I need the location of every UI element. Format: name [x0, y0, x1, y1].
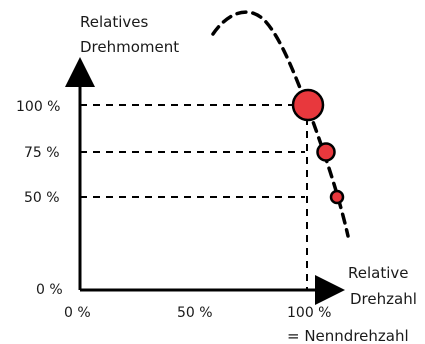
- y-tick-75: 75 %: [24, 145, 60, 161]
- y-tick-0: 0 %: [36, 282, 63, 298]
- operating-point-75: [316, 142, 336, 162]
- torque-curve: [211, 10, 350, 238]
- x-axis-note: = Nenndrehzahl: [287, 327, 409, 344]
- x-axis-label-line2: Drehzahl: [350, 290, 417, 308]
- x-tick-0: 0 %: [64, 305, 91, 321]
- operating-point-100: [291, 88, 325, 122]
- y-axis-label-line1: Relatives: [80, 13, 148, 31]
- y-tick-50: 50 %: [24, 190, 60, 206]
- operating-point-50: [329, 189, 345, 205]
- y-tick-100: 100 %: [16, 99, 60, 115]
- x-tick-100: 100 %: [287, 305, 331, 321]
- y-axis-label-line2: Drehmoment: [80, 38, 179, 56]
- x-axis-label-line1: Relative: [348, 264, 409, 282]
- x-tick-50: 50 %: [177, 305, 213, 321]
